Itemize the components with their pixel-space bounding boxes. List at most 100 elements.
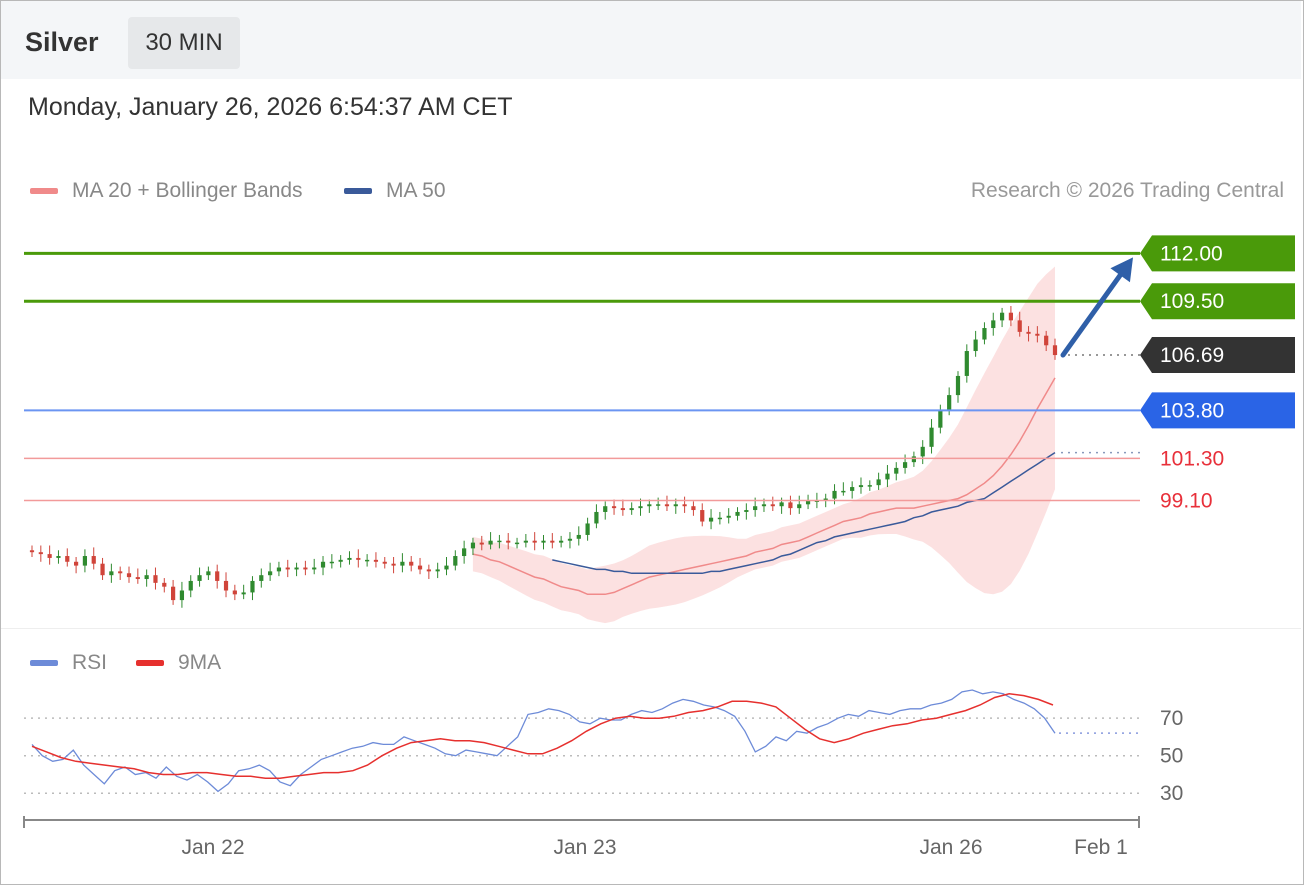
legend-bollinger[interactable]: MA 20 + Bollinger Bands [30,178,303,204]
candle-body [29,550,35,553]
support-label: 101.30 [1160,447,1224,470]
bollinger-band [472,266,1055,624]
candle [276,561,282,577]
candle-body [1044,335,1049,346]
rsi-line [31,689,1056,793]
candle [523,533,528,548]
candle-body [109,571,114,576]
candle-body [726,515,731,518]
legend-ma50[interactable]: MA 50 [344,178,446,204]
candle-body [982,328,987,340]
candle-body [894,467,899,474]
candle [850,481,855,499]
candle-body [153,575,158,583]
candle [47,545,52,565]
candle [1026,326,1031,342]
candle-body [488,540,493,545]
candle [832,484,837,505]
resistance-tag-label: 112.00 [1160,242,1223,265]
legend-rsi[interactable]: RSI [30,650,107,676]
candle [215,564,220,589]
candle [620,499,625,516]
candle-body [991,320,996,329]
candle-body [673,504,678,507]
candle-body [620,508,625,511]
pivot-tag-label: 103.80 [1160,399,1224,422]
candle [197,567,202,587]
bollinger-swatch-icon [30,188,58,195]
candle [638,498,643,516]
resistance-tag [1140,283,1295,320]
candle-body [823,498,828,501]
candle-body [356,557,361,560]
candle-body [470,542,476,549]
candle [1017,311,1022,337]
candle-body [373,559,379,562]
legend-9ma[interactable]: 9MA [136,650,221,676]
chart-header: Silver 30 MIN [1,1,1301,79]
candle [532,532,537,551]
candle-body [215,571,220,581]
candle [135,568,140,584]
x-tick-label: Jan 23 [553,836,616,859]
candle-body [259,575,264,581]
candle [250,576,255,601]
level-pivot: 103.80 [24,392,1295,429]
candle [955,371,961,403]
candle [417,557,423,575]
candle-body [56,556,61,558]
candle-body [206,571,211,576]
x-tick-label: Feb 1 [1074,836,1128,859]
candle [611,499,617,515]
candle [700,503,705,527]
candle [567,532,573,549]
candle [100,557,105,580]
timeframe-button[interactable]: 30 MIN [128,17,240,69]
legend-ma50-label: MA 50 [386,179,446,202]
candle [285,559,290,578]
candle [38,545,43,562]
level-resistance: 109.50 [24,283,1295,320]
candle-body [73,561,79,566]
candle-body [444,565,449,570]
candle [1035,326,1040,343]
instrument-title: Silver [25,27,99,57]
candle [373,552,379,568]
rsi-tick-label: 50 [1160,745,1183,768]
candle [153,567,158,590]
candle [603,501,608,520]
candle [329,554,334,569]
candle-body [1035,333,1040,336]
candle-body [126,573,132,578]
candle-body [664,504,670,507]
ma50-line [552,451,1056,575]
candle [1052,338,1058,360]
candle-body [955,375,961,396]
candle [391,556,396,574]
candle-body [294,567,299,570]
candle [320,556,326,576]
candle [29,545,35,557]
panel-divider [1,628,1301,629]
candle-body [506,540,511,543]
candle-body [929,427,934,447]
candle-body [550,540,555,543]
candle [171,579,176,605]
candle-body [453,556,458,566]
candle-body [770,504,775,507]
candle [223,572,229,598]
candle-body [162,582,167,587]
candle [268,562,273,581]
candle-body [682,504,687,507]
candle [294,562,299,577]
rsi-swatch-icon [30,660,58,667]
candle-body [858,485,864,488]
candle-body [171,586,176,601]
candle [206,566,211,580]
chart-datetime: Monday, January 26, 2026 6:54:37 AM CET [28,93,513,121]
candle-body [347,557,352,560]
candle-body [629,508,634,511]
candle-body [999,312,1005,321]
candle-body [867,485,872,487]
